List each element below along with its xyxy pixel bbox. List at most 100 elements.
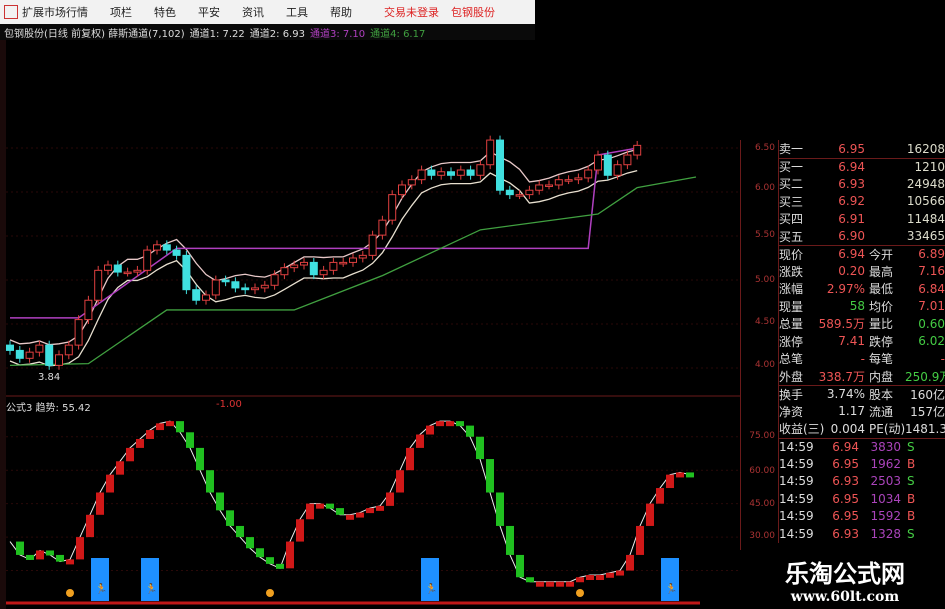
candle [270, 274, 279, 286]
trend-bar [326, 503, 334, 509]
candle [358, 254, 367, 259]
low-price-label: 3.84 [38, 372, 61, 383]
candle [35, 344, 44, 353]
candle [143, 249, 152, 271]
stat-label: 量比 [869, 317, 894, 332]
menu-pingan[interactable]: 平安 [198, 6, 220, 19]
tick-time: 14:59 [779, 526, 814, 541]
stat-value: 58 [849, 299, 865, 314]
book-price: 6.92 [838, 194, 865, 209]
candle [594, 154, 602, 171]
stat-value: 1.17 [838, 404, 865, 419]
tick-price: 6.93 [832, 474, 859, 489]
candle [378, 219, 387, 236]
candle [564, 179, 573, 182]
trend-bar [146, 430, 154, 439]
stat-value: 7.01 [918, 299, 945, 314]
app-icon [4, 5, 18, 19]
candle [133, 269, 142, 273]
stat-label: 最低 [869, 282, 894, 297]
stat-label: 最高 [869, 264, 894, 279]
candle [349, 257, 357, 263]
stat-value: 6.89 [918, 247, 945, 262]
stat-row: 总笔 - 每笔 - [779, 350, 945, 368]
tick-side: B [907, 456, 916, 471]
channel2-value: 通道2: 6.93 [249, 28, 305, 40]
tick-time: 14:59 [779, 491, 814, 506]
stat-value: 589.5万 [818, 317, 865, 332]
stat-label: 每笔 [869, 352, 894, 367]
ind-tick: 45.00 [749, 499, 775, 509]
stat-label: 换手 [779, 387, 804, 402]
stat-value: 7.16 [918, 264, 945, 279]
candle [64, 344, 73, 356]
candle [437, 171, 446, 176]
ind-tick: 75.00 [749, 431, 775, 441]
stat-value: 0.60 [918, 316, 945, 331]
tick-row: 14:59 6.95 1034 B [779, 490, 945, 508]
tick-row: 14:59 6.93 2503 S [779, 473, 945, 491]
tick-price: 6.94 [832, 439, 859, 454]
book-volume: 1210 [914, 159, 945, 174]
channel1-value: 通道1: 7.22 [189, 28, 245, 40]
candle [55, 354, 63, 366]
stat-value: 0.004 [830, 421, 865, 436]
signal-bar [141, 558, 159, 601]
trend-bar [306, 503, 314, 520]
menu-market[interactable]: 扩展市场行情 [22, 6, 88, 19]
trend-bar [396, 470, 404, 493]
candle [417, 169, 426, 181]
stat-label: 现价 [779, 247, 804, 262]
candle [241, 287, 250, 291]
stat-value: 1481.3 [905, 421, 945, 436]
tick-volume: 1962 [870, 456, 901, 471]
trend-bar [266, 557, 274, 564]
candle [260, 284, 269, 289]
menu-features[interactable]: 特色 [154, 6, 176, 19]
watermark-url: www.60lt.com [790, 589, 900, 605]
trend-bar [506, 525, 514, 555]
candle [6, 344, 14, 351]
book-volume: 16208 [906, 141, 945, 156]
tick-row: 14:59 6.95 1962 B [779, 455, 945, 473]
chart-canvas: 🏃 🏃 🏃 🏃 [6, 135, 740, 605]
book-volume: 24948 [906, 176, 945, 191]
trend-bar [496, 492, 504, 526]
stat-label: 外盘 [779, 369, 804, 384]
candle [123, 271, 132, 275]
tick-time: 14:59 [779, 439, 814, 454]
trend-bar [256, 548, 264, 558]
trend-bar [106, 474, 114, 493]
candle [280, 267, 289, 276]
title-name: 包钢股份(日线 前复权) 薛斯通道(7,102) [4, 28, 185, 40]
trend-bar [336, 508, 344, 515]
stat-row: 换手 3.74% 股本 160亿 [779, 385, 945, 403]
candle [603, 154, 612, 176]
trend-bar [486, 459, 494, 493]
stat-value: - [860, 351, 865, 366]
trend-bar [46, 550, 54, 556]
trend-bar [346, 514, 354, 520]
watermark: 乐淘公式网 www.60lt.com [745, 550, 945, 609]
candle [545, 184, 553, 187]
stat-row: 涨停 7.41 跌停 6.02 [779, 333, 945, 351]
trend-bar [656, 488, 664, 504]
tick-time: 14:59 [779, 509, 814, 524]
order-book-row: 买三 6.92 10566 [779, 193, 945, 211]
menu-columns[interactable]: 项栏 [110, 6, 132, 19]
stat-value: 2.97% [826, 281, 865, 296]
quote-panel: 卖一 6.95 16208 买一 6.94 1210 买二 6.93 24948 买三 6.92 10… [778, 140, 945, 543]
menu-bar: 扩展市场行情 项栏 特色 平安 资讯 工具 帮助 交易未登录 包钢股份 [0, 0, 535, 24]
menu-tools[interactable]: 工具 [286, 6, 308, 19]
trend-bar [366, 508, 374, 514]
left-tab-strip[interactable] [0, 40, 6, 609]
menu-news[interactable]: 资讯 [242, 6, 264, 19]
trend-bar [426, 425, 434, 435]
candle [456, 169, 465, 176]
menu-help[interactable]: 帮助 [330, 6, 352, 19]
stat-value: 3.74% [826, 387, 865, 402]
tick-side: S [907, 439, 915, 454]
candle [290, 264, 299, 269]
login-status[interactable]: 交易未登录 [384, 6, 439, 19]
candle [211, 279, 220, 296]
